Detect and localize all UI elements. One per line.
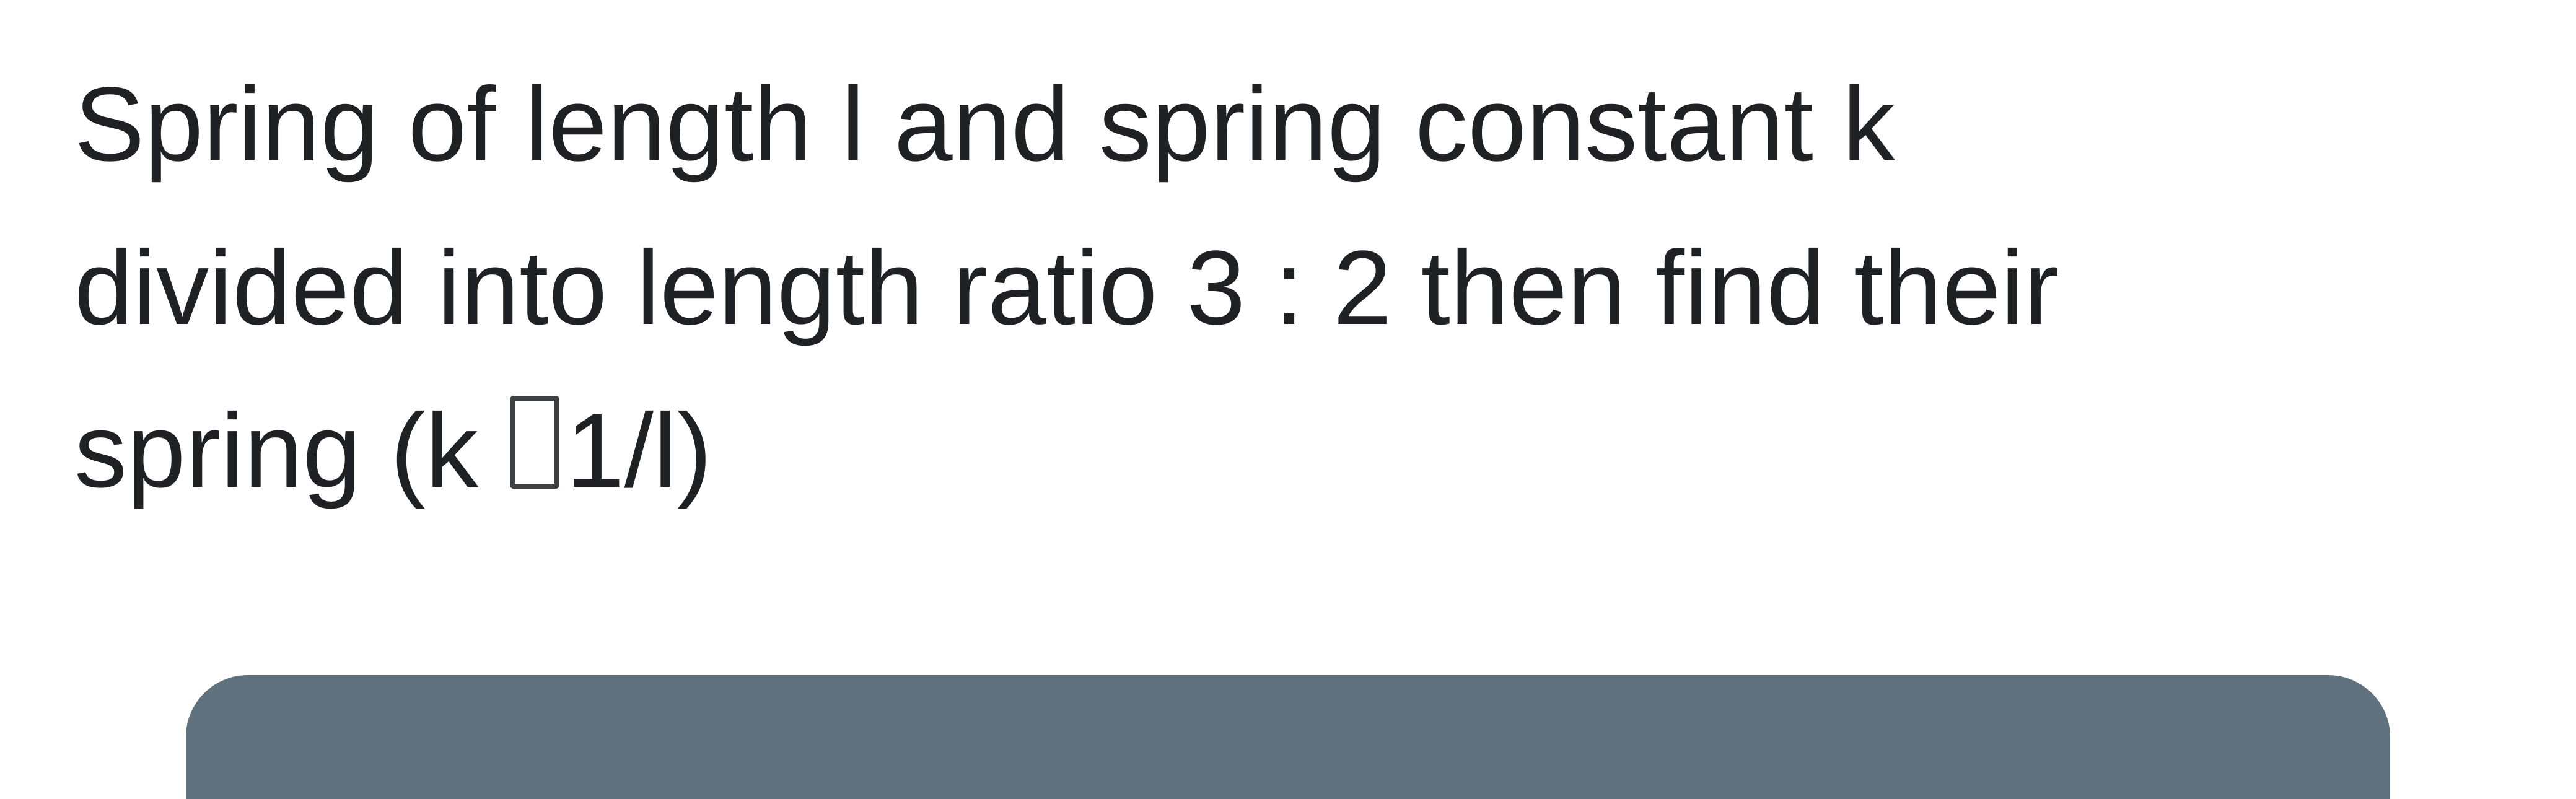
question-text-block: Spring of length l and spring constant k…: [74, 43, 2502, 533]
question-line-3-suffix: 1/l): [566, 392, 712, 510]
question-line-2: divided into length ratio 3 : 2 then fin…: [74, 229, 2059, 347]
bottom-rounded-bar: [186, 675, 2390, 799]
missing-glyph-box: [510, 396, 559, 489]
question-container: Spring of length l and spring constant k…: [0, 0, 2576, 533]
question-line-3-prefix: spring (k: [74, 392, 478, 510]
question-line-1: Spring of length l and spring constant k: [74, 66, 1895, 183]
